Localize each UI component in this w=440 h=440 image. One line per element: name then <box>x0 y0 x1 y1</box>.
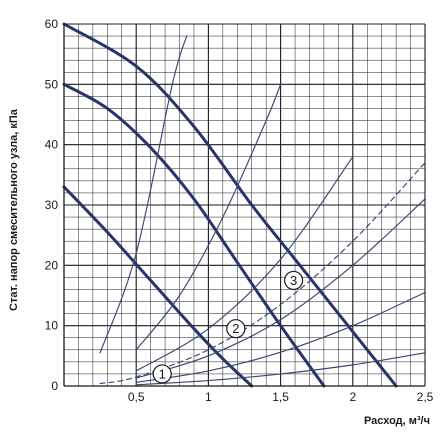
y-tick-label: 60 <box>45 17 59 31</box>
pump-curve-3 <box>62 22 398 388</box>
y-tick-label: 30 <box>45 198 59 212</box>
marker-circle <box>226 319 246 339</box>
x-tick-label: 2 <box>349 390 356 404</box>
x-tick-label: 1 <box>205 390 212 404</box>
pump-curve-1 <box>62 185 254 388</box>
system-curve-9 <box>135 291 426 383</box>
x-tick-label: 1,5 <box>272 390 289 404</box>
x-tick-label: 2,5 <box>417 390 434 404</box>
pump-curve-2 <box>62 82 326 388</box>
y-tick-label: 10 <box>45 319 59 333</box>
curves <box>62 22 426 388</box>
y-tick-label: 50 <box>45 77 59 91</box>
system-curve-5 <box>135 83 282 351</box>
y-tick-label: 40 <box>45 138 59 152</box>
marker-label: 3 <box>290 273 297 288</box>
marker-label: 1 <box>159 366 166 381</box>
system-curve-6 <box>135 156 354 372</box>
system-curve-7 <box>99 162 426 385</box>
y-tick-label: 20 <box>45 258 59 272</box>
tick-labels: 0,5 1 1,5 2 2,5 0 10 20 30 40 50 60 <box>45 17 434 404</box>
curve-marker-1: 1 <box>152 364 172 384</box>
curve-markers: 1 2 3 <box>152 270 304 384</box>
curve-marker-2: 2 <box>226 319 246 339</box>
system-curve-10 <box>135 352 426 386</box>
system-curve-8 <box>135 198 426 379</box>
y-tick-label: 0 <box>51 379 58 393</box>
x-tick-label: 0,5 <box>128 390 145 404</box>
system-curve-4 <box>99 35 188 354</box>
curve-marker-3: 3 <box>283 270 304 291</box>
marker-circle <box>152 364 172 384</box>
marker-label: 2 <box>232 321 239 336</box>
x-axis-label: Расход, м³/ч <box>364 415 430 427</box>
y-axis-label: Стат. напор смесительного узла, кПа <box>8 108 20 311</box>
plot-frame <box>63 23 426 387</box>
marker-circle <box>283 270 304 291</box>
